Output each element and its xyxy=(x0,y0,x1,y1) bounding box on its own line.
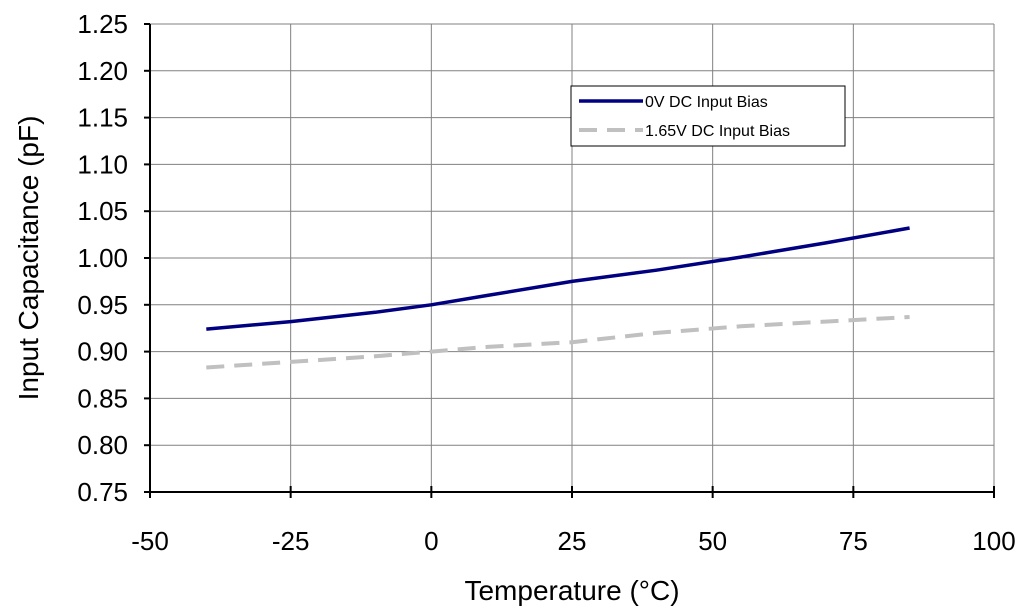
series-line-0 xyxy=(206,226,910,331)
y-tick-label: 1.10 xyxy=(77,149,128,179)
y-tick-label: 1.25 xyxy=(77,9,128,39)
series-line-1 xyxy=(206,315,910,370)
y-tick-label: 1.15 xyxy=(77,103,128,133)
x-axis-title: Temperature (°C) xyxy=(464,575,679,606)
x-tick-label: -50 xyxy=(131,526,169,556)
y-tick-label: 1.05 xyxy=(77,196,128,226)
legend-label-0: 0V DC Input Bias xyxy=(645,94,768,111)
x-tick-label: 25 xyxy=(558,526,587,556)
axes: -50 -25 0 25 50 75 100 0.75 0.80 0.85 0.90 0.95 1.00… xyxy=(77,9,1015,556)
x-tick-label: 75 xyxy=(839,526,868,556)
y-axis-title: Input Capacitance (pF) xyxy=(13,116,44,401)
y-tick-label: 0.80 xyxy=(77,430,128,460)
legend: 0V DC Input Bias 1.65V DC Input Bias xyxy=(570,85,846,147)
legend-box xyxy=(570,85,846,147)
y-tick-label: 0.95 xyxy=(77,290,128,320)
series-lines xyxy=(206,226,910,370)
y-tick-label: 0.85 xyxy=(77,383,128,413)
y-tick-label: 1.00 xyxy=(77,243,128,273)
y-tick-label: 1.20 xyxy=(77,56,128,86)
x-tick-label: 50 xyxy=(698,526,727,556)
y-tick-label: 0.75 xyxy=(77,477,128,507)
x-tick-label: 100 xyxy=(972,526,1015,556)
x-tick-label: 0 xyxy=(424,526,438,556)
y-tick-label: 0.90 xyxy=(77,337,128,367)
x-tick-label: -25 xyxy=(272,526,310,556)
legend-label-1: 1.65V DC Input Bias xyxy=(645,123,790,140)
